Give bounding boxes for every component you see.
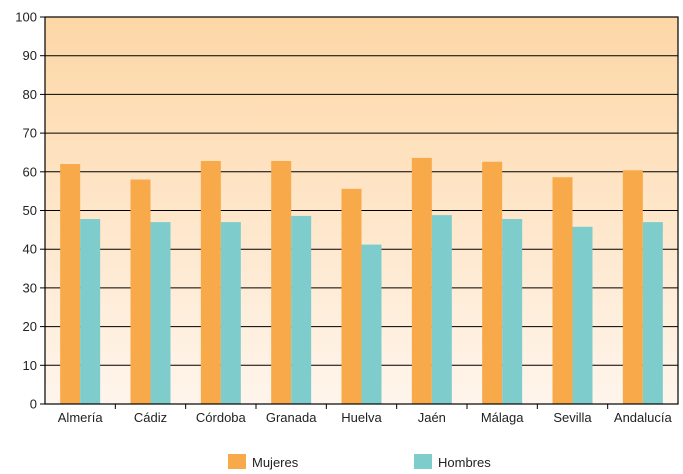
y-tick-label: 20 (23, 319, 37, 334)
legend: Mujeres Hombres (228, 454, 491, 470)
x-tick-label: Málaga (481, 410, 524, 425)
bar-mujeres-6 (482, 161, 503, 404)
bar-mujeres-2 (200, 160, 221, 404)
bar-hombres-2 (220, 222, 241, 404)
bar-hombres-0 (80, 219, 101, 404)
y-tick-label: 50 (23, 203, 37, 218)
legend-label-mujeres: Mujeres (252, 455, 299, 470)
bar-hombres-7 (572, 226, 593, 404)
bar-hombres-8 (642, 222, 663, 404)
x-tick-label: Andalucía (614, 410, 673, 425)
bar-mujeres-1 (130, 179, 151, 404)
bar-hombres-5 (431, 215, 452, 404)
bar-hombres-6 (502, 219, 523, 404)
x-tick-label: Granada (266, 410, 317, 425)
bar-mujeres-8 (622, 170, 643, 404)
y-tick-label: 100 (15, 10, 37, 25)
x-tick-label: Córdoba (196, 410, 247, 425)
bar-mujeres-3 (271, 160, 292, 404)
x-tick-label: Sevilla (553, 410, 592, 425)
y-tick-label: 0 (30, 397, 37, 412)
bar-mujeres-0 (60, 164, 81, 404)
bars (60, 157, 663, 404)
legend-label-hombres: Hombres (438, 455, 491, 470)
bar-hombres-4 (361, 244, 382, 404)
y-axis-ticks: 0 10 20 30 40 50 60 70 80 90 100 (15, 10, 45, 412)
bar-hombres-3 (291, 215, 312, 404)
y-tick-label: 70 (23, 126, 37, 141)
y-tick-label: 60 (23, 164, 37, 179)
x-axis-ticks: Almería Cádiz Córdoba Granada Huelva Jaén Mála… (58, 404, 673, 425)
y-tick-label: 10 (23, 358, 37, 373)
bar-mujeres-7 (552, 177, 573, 404)
legend-swatch-hombres (414, 454, 432, 469)
bar-hombres-1 (150, 222, 171, 404)
bar-mujeres-5 (411, 157, 432, 404)
y-tick-label: 30 (23, 280, 37, 295)
x-tick-label: Almería (58, 410, 104, 425)
y-tick-label: 80 (23, 87, 37, 102)
x-tick-label: Jaén (418, 410, 446, 425)
bar-mujeres-4 (341, 188, 362, 404)
x-tick-label: Cádiz (134, 410, 167, 425)
y-tick-label: 40 (23, 242, 37, 257)
y-tick-label: 90 (23, 48, 37, 63)
legend-swatch-mujeres (228, 454, 246, 469)
x-tick-label: Huelva (341, 410, 382, 425)
plot-border (44, 16, 679, 405)
